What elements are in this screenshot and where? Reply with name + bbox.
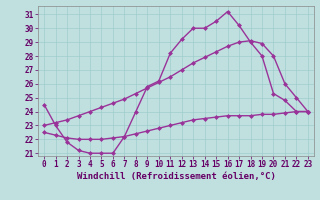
X-axis label: Windchill (Refroidissement éolien,°C): Windchill (Refroidissement éolien,°C)	[76, 172, 276, 181]
